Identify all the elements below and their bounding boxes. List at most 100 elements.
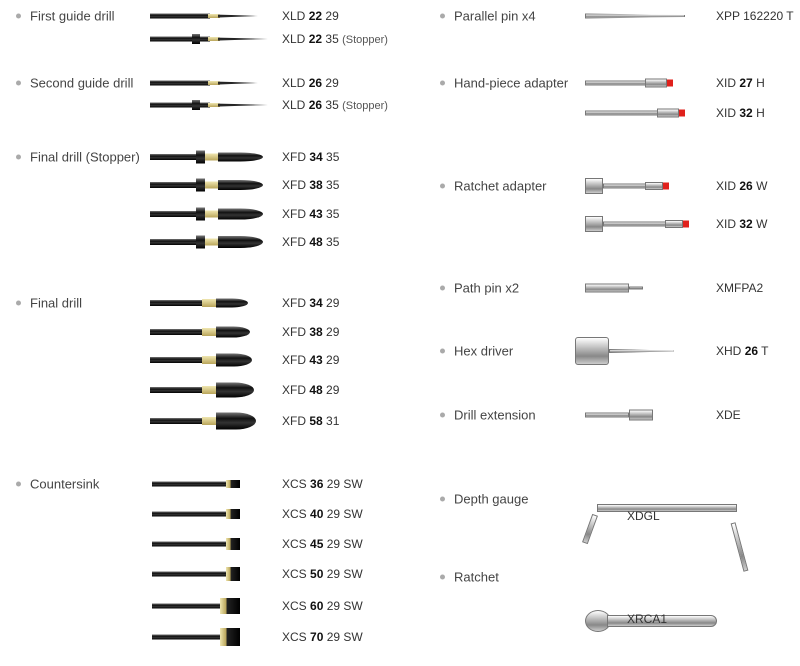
product-code: XCS 40 29 SW (282, 507, 363, 521)
group-label-text: Second guide drill (30, 75, 134, 91)
code-size: 48 (309, 383, 323, 397)
group-label: Countersink (16, 477, 99, 492)
code-size: 26 (308, 98, 323, 112)
ext-image (585, 403, 710, 427)
code-suffix: W (756, 217, 768, 231)
tool-part (218, 208, 263, 220)
tool-part (582, 513, 598, 545)
tool-part (202, 356, 216, 364)
tool-part (152, 603, 222, 609)
tool-part (150, 211, 198, 217)
tool-part (218, 81, 258, 85)
tool-part (205, 153, 219, 161)
code-prefix: XFD (282, 178, 306, 192)
bullet-icon (16, 481, 21, 487)
code-prefix: XID (716, 217, 737, 231)
code-prefix: XCS (282, 507, 307, 521)
product-code: XRCA1 (627, 612, 667, 626)
code-prefix: XFD (282, 150, 306, 164)
code-size: 32 (739, 106, 753, 120)
final-image (148, 378, 273, 402)
tool-part (683, 220, 689, 228)
bullet-icon (440, 574, 445, 580)
code-prefix: XCS (282, 567, 307, 581)
product-code: XID 27 H (716, 76, 765, 90)
code-suffix: 29 (326, 325, 340, 339)
code-suffix: 35 (325, 32, 339, 46)
code-prefix: XMFPA2 (716, 281, 764, 295)
code-size: 58 (309, 414, 323, 428)
product-code: XPP 162220 T (716, 9, 794, 23)
code-suffix: 29 SW (326, 537, 363, 551)
product-code: XFD 58 31 (282, 414, 339, 428)
code-prefix: XLD (282, 32, 306, 46)
tool-part (208, 37, 220, 41)
bullet-icon (440, 285, 445, 291)
bullet-icon (16, 300, 21, 306)
product-code: XCS 70 29 SW (282, 630, 363, 644)
group-label: Ratchet adapter (440, 179, 547, 194)
product-code: XLD 26 35 (Stopper) (282, 98, 388, 112)
tool-part (150, 387, 202, 393)
tool-part (150, 418, 202, 424)
group-label: Path pin x2 (440, 281, 519, 296)
code-suffix: 29 SW (326, 507, 363, 521)
code-size: 26 (744, 344, 759, 358)
code-prefix: XLD (282, 9, 306, 23)
tool-part (150, 102, 210, 108)
code-prefix: XCS (282, 599, 307, 613)
tool-part (208, 14, 220, 18)
group-label: Hex driver (440, 344, 513, 359)
code-suffix: H (756, 76, 765, 90)
code-size: 32 (739, 217, 753, 231)
code-size: 40 (310, 507, 324, 521)
code-prefix: XFD (282, 414, 306, 428)
guide-image (148, 27, 273, 51)
bullet-icon (440, 348, 445, 354)
product-code: XMFPA2 (716, 281, 763, 295)
tool-part (585, 216, 603, 232)
code-suffix: 35 (326, 207, 340, 221)
tool-part (585, 412, 629, 418)
tool-part (192, 34, 200, 44)
code-prefix: XFD (282, 383, 306, 397)
code-size: 26 (739, 179, 753, 193)
product-code: XCS 45 29 SW (282, 537, 363, 551)
bullet-icon (16, 80, 21, 86)
code-suffix: 29 SW (326, 477, 363, 491)
code-prefix: XRCA1 (627, 612, 668, 626)
tool-part (629, 286, 643, 290)
tool-part (226, 480, 240, 488)
product-code: XCS 60 29 SW (282, 599, 363, 613)
product-code: XFD 48 29 (282, 383, 339, 397)
bullet-icon (440, 496, 445, 502)
code-size: 50 (310, 567, 324, 581)
tool-part (202, 417, 216, 425)
code-size: 43 (309, 207, 323, 221)
code-suffix: 29 SW (326, 599, 363, 613)
code-size: 60 (310, 599, 324, 613)
tool-part (150, 154, 198, 160)
tool-part (663, 182, 669, 190)
group-label: Final drill (16, 296, 82, 311)
code-suffix: 31 (326, 414, 340, 428)
group-label: Parallel pin x4 (440, 9, 536, 24)
ratchet-image (585, 609, 717, 633)
tool-part (202, 299, 216, 307)
tool-part (226, 538, 240, 550)
bullet-icon (16, 154, 21, 160)
tool-part (216, 353, 252, 367)
tool-part (575, 337, 609, 365)
tool-part (597, 504, 737, 512)
guide-image (148, 93, 273, 117)
tool-part (152, 481, 228, 487)
code-prefix: XLD (282, 98, 306, 112)
tool-part (220, 598, 240, 614)
group-label-text: Path pin x2 (454, 280, 520, 296)
tool-part (218, 37, 268, 41)
final-image (148, 409, 273, 433)
tool-part (218, 103, 268, 107)
tool-part (667, 79, 673, 87)
tool-part (216, 326, 250, 338)
code-suffix: 35 (326, 150, 340, 164)
